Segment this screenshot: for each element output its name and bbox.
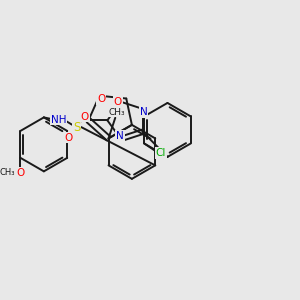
Text: O: O	[64, 133, 73, 142]
Text: O: O	[16, 168, 25, 178]
Text: O: O	[97, 94, 106, 104]
Text: O: O	[114, 97, 122, 107]
Text: CH₃: CH₃	[109, 108, 125, 117]
Text: Cl: Cl	[156, 148, 166, 158]
Text: N: N	[140, 107, 147, 117]
Text: CH₃: CH₃	[0, 168, 15, 177]
Text: NH: NH	[51, 115, 66, 124]
Text: S: S	[73, 121, 80, 134]
Text: O: O	[81, 112, 89, 122]
Text: N: N	[116, 131, 124, 141]
